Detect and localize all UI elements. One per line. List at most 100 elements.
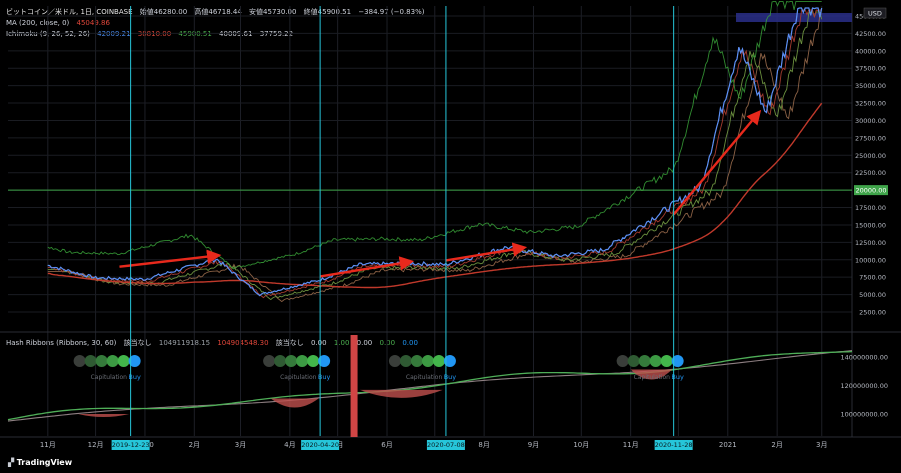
x-tick-label: 11月 — [40, 441, 56, 449]
legend-ma-line[interactable]: MA (200, close, 0) 45049.86 — [6, 19, 115, 28]
y-tick-label: 37500.00 — [855, 65, 886, 73]
y-tick-label: 25000.00 — [855, 152, 886, 160]
date-marker-box — [426, 440, 465, 450]
buy-dot — [318, 355, 331, 367]
level-box — [854, 185, 888, 196]
x-tick-label: 9月 — [528, 441, 539, 449]
signal-dot — [627, 355, 640, 367]
y-tick-label: 2500.00 — [859, 309, 886, 317]
y-tick-label: 7500.00 — [859, 274, 886, 282]
capitulation-label: Capitulation — [406, 374, 443, 381]
ma-200-line — [47, 102, 823, 289]
signal-dot — [84, 355, 97, 367]
y-tick-label: 10000.00 — [855, 256, 886, 264]
capitulation-label: Capitulation — [280, 374, 317, 381]
x-tick-label: 6月 — [381, 441, 392, 449]
x-tick-label: 2月 — [771, 441, 782, 449]
trend-arrow — [672, 109, 762, 216]
halving-bar — [350, 335, 358, 437]
signal-dot — [95, 355, 108, 367]
trend-arrow — [119, 249, 222, 268]
low-value: 安値45730.00 — [249, 8, 297, 16]
hash-y-tick-label: 100000000.00 — [840, 411, 888, 419]
date-marker-label: 2020-04-20 — [301, 441, 339, 449]
y-tick-label: 40000.00 — [855, 47, 886, 55]
y-tick-label: 42500.00 — [855, 30, 886, 38]
buy-dot — [128, 355, 141, 367]
signal-dot — [274, 355, 287, 367]
capitulation-area — [270, 398, 319, 408]
tradingview-brand: TradingView — [16, 458, 73, 467]
y-tick-label: 32500.00 — [855, 100, 886, 108]
hash-v1: 104911918.15 — [158, 339, 211, 347]
date-marker-label: 2019-12-23 — [112, 441, 150, 449]
hash-y-tick-label: 120000000.00 — [840, 382, 888, 390]
signal-dot — [410, 355, 423, 367]
signal-dot — [660, 355, 673, 367]
date-marker-label: 2020-11-28 — [655, 441, 693, 449]
ichimoku-kijun-line — [47, 9, 822, 299]
y-tick-label: 5000.00 — [859, 291, 886, 299]
currency-box — [863, 7, 887, 19]
hash-val-1: 1.00 — [333, 339, 350, 347]
x-tick-label: 8月 — [478, 441, 489, 449]
signal-dot — [421, 355, 434, 367]
buy-label: Buy — [128, 373, 141, 381]
ichimoku-v5: 37759.22 — [259, 30, 294, 38]
y-tick-label: 15000.00 — [855, 221, 886, 229]
x-tick-label: 2021 — [719, 441, 737, 449]
capitulation-label: Capitulation — [91, 374, 128, 381]
hash-ribbon-fast-line — [7, 350, 853, 421]
symbol-label: ビットコイン／米ドル, 1日, COINBASE — [6, 8, 133, 16]
y-tick-label: 30000.00 — [855, 117, 886, 125]
tradingview-logo-icon: ▞ — [8, 458, 15, 467]
hash-label: Hash Ribbons (Ribbons, 30, 60) — [6, 339, 117, 347]
signal-dot — [106, 355, 119, 367]
hash-y-tick-label: 140000000.00 — [840, 354, 888, 362]
x-tick-label: 2月 — [189, 441, 200, 449]
x-tick-label: 11月 — [623, 441, 639, 449]
legend-symbol-line: ビットコイン／米ドル, 1日, COINBASE 始値46280.00 高値46… — [6, 8, 429, 17]
ichimoku-span-b-line — [47, 13, 822, 303]
level-label: 20000.00 — [855, 187, 886, 195]
price-line — [47, 7, 823, 297]
currency-label: USD — [868, 10, 882, 18]
signal-dot — [388, 355, 401, 367]
ichimoku-v2: 38810.00 — [137, 30, 172, 38]
signal-dot — [307, 355, 320, 367]
hash-val-2: 0.00 — [356, 339, 373, 347]
signal-dot — [73, 355, 86, 367]
capitulation-area — [630, 369, 673, 380]
signal-dot — [649, 355, 662, 367]
signal-dot — [616, 355, 629, 367]
trend-arrow — [445, 242, 528, 262]
buy-label: Buy — [318, 373, 331, 381]
capitulation-label: Capitulation — [634, 374, 671, 381]
buy-dot — [443, 355, 456, 367]
hash-val-4: 0.00 — [402, 339, 418, 347]
x-tick-label: 10月 — [573, 441, 589, 449]
ma-label: MA (200, close, 0) — [6, 19, 70, 27]
signal-dot — [296, 355, 309, 367]
date-marker-box — [301, 440, 340, 450]
signal-dot — [285, 355, 298, 367]
y-tick-label: 35000.00 — [855, 82, 886, 90]
x-tick-label: 12月 — [88, 441, 104, 449]
change-value: −384.97 (−0.83%) — [358, 8, 425, 16]
x-tick-label: 4月 — [284, 441, 295, 449]
date-marker-label: 2020-07-08 — [427, 441, 465, 449]
hash-tag1: 該当なし — [123, 339, 152, 347]
date-marker-box — [111, 440, 150, 450]
ichimoku-v4: 40009.61 — [219, 30, 253, 38]
buy-label: Buy — [671, 373, 684, 381]
signal-dot — [263, 355, 276, 367]
buy-dot — [671, 355, 684, 367]
tradingview-footer[interactable]: ▞ TradingView — [8, 458, 72, 467]
y-tick-label: 22500.00 — [855, 169, 886, 177]
hash-v2: 104904548.30 — [217, 339, 269, 347]
signal-dot — [117, 355, 130, 367]
y-tick-label: 17500.00 — [855, 204, 886, 212]
signal-dot — [638, 355, 651, 367]
x-tick-label: 3月 — [816, 441, 827, 449]
